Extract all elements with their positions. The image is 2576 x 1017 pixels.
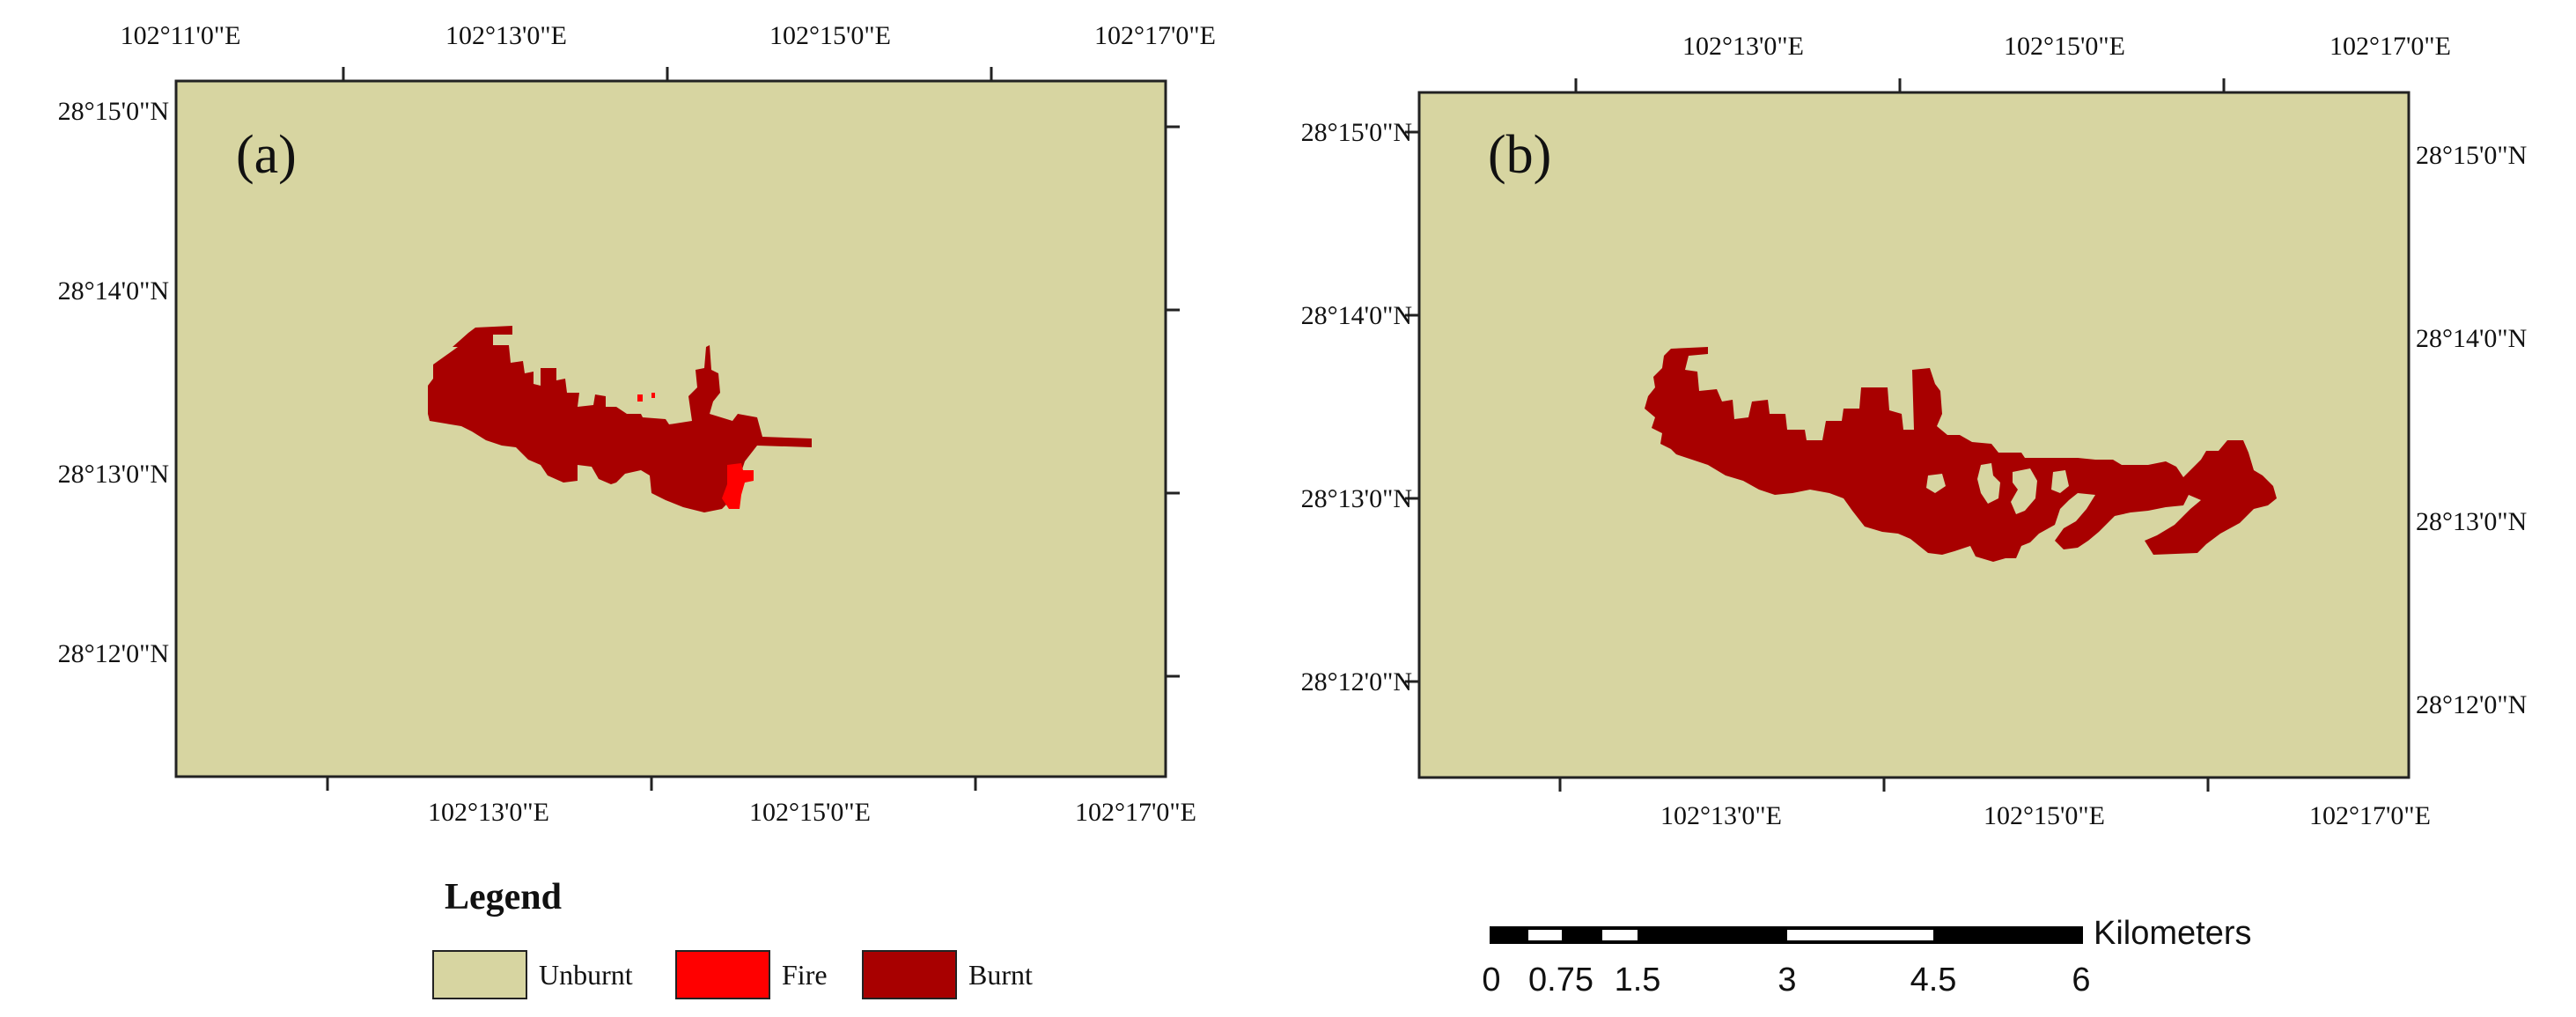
panel-b-left-tick-label: 28°12'0"N [1301,667,1412,696]
panel-b-label: (b) [1488,125,1551,185]
panel-a-label: (a) [236,125,297,185]
scale-bar: Kilometers 0 0.75 1.5 3 4.5 6 [1482,915,2251,999]
legend-swatch-fire [675,950,770,999]
legend-label-unburnt: Unburnt [539,959,633,991]
panel-b-unburnt-island [1977,463,2000,504]
panel-b-right-tick-label: 28°12'0"N [2416,690,2527,719]
legend: Legend Unburnt Fire Burnt [432,877,1033,999]
scale-bar-segment [1787,930,1933,940]
panel-a-left-tick-label: 28°12'0"N [58,639,169,668]
panel-b-bottom-tick-label: 102°13'0"E [1660,801,1782,830]
scale-bar-label: 4.5 [1910,962,1957,999]
panel-a-left-tick-label: 28°14'0"N [58,276,169,306]
panel-a-left-tick-label: 28°15'0"N [58,97,169,126]
panel-b-top-tick-label: 102°17'0"E [2329,32,2451,61]
panel-b-left-tick-label: 28°13'0"N [1301,484,1412,513]
panel-b-left-tick-label: 28°14'0"N [1301,301,1412,330]
scale-bar-label: 0 [1482,962,1500,999]
panel-b-right-tick-label: 28°15'0"N [2416,141,2527,170]
panel-a-fire-front [722,463,754,509]
panel-b-unburnt-island [2051,470,2069,493]
panel-b-ticks [1405,78,2226,792]
scale-bar-outline [1490,926,2083,944]
legend-title: Legend [445,877,562,918]
panel-b-top-tick-label: 102°15'0"E [2004,32,2125,61]
panel-b-left-tick-label: 28°15'0"N [1301,118,1412,147]
panel-b: 102°13'0"E 102°15'0"E 102°17'0"E 102°13'… [1301,32,2528,830]
legend-label-burnt: Burnt [968,959,1033,991]
panel-a: 102°11'0"E 102°13'0"E 102°15'0"E 102°17'… [58,21,1216,827]
panel-b-top-tick-label: 102°13'0"E [1682,32,1804,61]
panel-b-unburnt-island [1926,474,1946,493]
scale-bar-label: 0.75 [1528,962,1593,999]
panel-a-bottom-tick-label: 102°17'0"E [1075,798,1196,827]
scale-bar-segment [1602,930,1638,940]
legend-swatch-burnt [862,950,957,999]
panel-a-fire-spot [637,394,643,402]
panel-a-top-tick-label: 102°17'0"E [1094,21,1216,50]
legend-label-fire: Fire [782,959,828,991]
scale-bar-label: 1.5 [1615,962,1661,999]
panel-a-ticks [326,67,1180,791]
panel-a-burnt-area [428,326,812,512]
scale-bar-segment [1528,930,1562,940]
scale-bar-label: 3 [1777,962,1796,999]
panel-b-bottom-tick-label: 102°17'0"E [2309,801,2431,830]
panel-a-fire-spot [651,393,655,398]
panel-b-right-tick-label: 28°13'0"N [2416,507,2527,536]
scale-bar-label: 6 [2072,962,2090,999]
panel-b-burnt-area [1645,347,2277,562]
panel-a-top-tick-label: 102°15'0"E [769,21,891,50]
panel-b-unburnt-island [2011,468,2037,514]
panel-b-bottom-tick-label: 102°15'0"E [1984,801,2105,830]
legend-swatch-unburnt [432,950,527,999]
panel-a-top-tick-label: 102°11'0"E [121,21,241,50]
panel-b-unburnt-islands [1926,463,2069,514]
panel-a-bottom-tick-label: 102°13'0"E [428,798,549,827]
panel-b-right-tick-label: 28°14'0"N [2416,324,2527,353]
panel-a-left-tick-label: 28°13'0"N [58,460,169,489]
panel-a-fire-patches [637,393,754,509]
panel-a-top-tick-label: 102°13'0"E [445,21,567,50]
panel-a-bottom-tick-label: 102°15'0"E [749,798,871,827]
scale-bar-unit: Kilometers [2094,915,2252,952]
